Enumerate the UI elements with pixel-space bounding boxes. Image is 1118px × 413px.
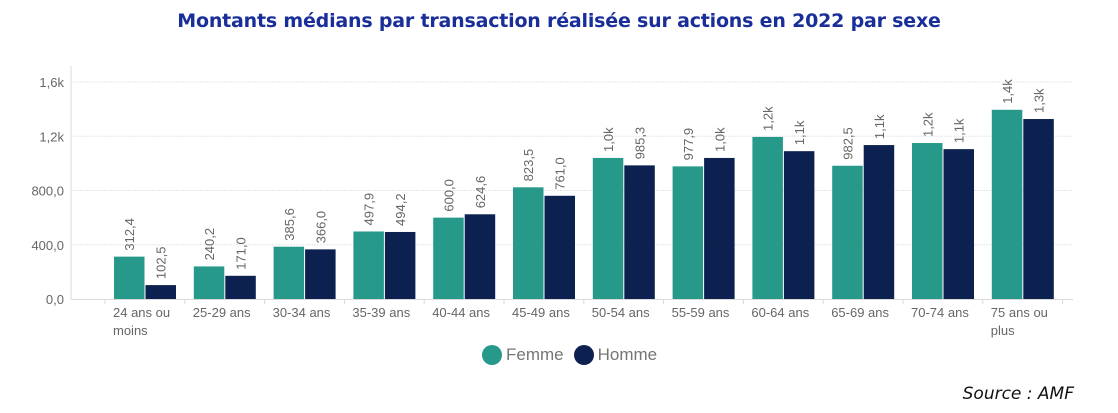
y-tick-label: 1,2k <box>39 129 64 144</box>
legend-swatch-homme <box>573 345 594 365</box>
bar-homme <box>145 285 176 299</box>
legend-item-homme[interactable]: Homme <box>573 345 658 365</box>
x-tick-label: 45-49 ans <box>512 305 570 320</box>
bar-femme <box>832 165 863 299</box>
data-label-femme: 1,4k <box>1000 79 1015 104</box>
bar-femme <box>114 256 145 299</box>
x-tick-label: 55-59 ans <box>672 305 730 320</box>
data-labels: 312,4 102,5 240,2 171,0 385,6 366,0 497,9 494,2… <box>122 79 1046 279</box>
data-label-homme: 761,0 <box>553 157 568 190</box>
source-note: Source : AMF <box>962 384 1074 404</box>
bar-homme <box>863 145 895 299</box>
x-axis: 24 ans ou moins 25-29 ans 30-34 ans 35-39 an… <box>71 299 1073 338</box>
data-label-femme: 1,2k <box>920 112 935 137</box>
y-tick-label: 1,6k <box>39 75 64 90</box>
y-tick-label: 800,0 <box>31 184 64 199</box>
data-label-homme: 1,1k <box>952 118 967 143</box>
data-label-homme: 624,6 <box>473 176 488 209</box>
bar-homme <box>704 157 735 299</box>
bar-femme <box>592 157 624 299</box>
x-tick-label: 30-34 ans <box>273 305 331 320</box>
x-tick-label: 60-64 ans <box>751 305 809 320</box>
x-tick-label: plus <box>991 323 1015 338</box>
legend-swatch-femme <box>482 345 502 365</box>
bar-femme <box>912 143 943 299</box>
x-tick-label: 65-69 ans <box>831 305 889 320</box>
legend: Femme Homme <box>482 345 657 365</box>
data-label-homme: 1,0k <box>712 127 727 152</box>
data-label-homme: 1,1k <box>872 114 887 139</box>
x-tick-label: 75 ans ou <box>991 305 1048 320</box>
x-tick-label: 70-74 ans <box>911 305 969 320</box>
data-label-femme: 1,0k <box>601 127 616 152</box>
x-tick-label: 40-44 ans <box>432 305 490 320</box>
bar-homme <box>464 214 496 299</box>
data-label-femme: 977,9 <box>681 128 696 161</box>
y-tick-label: 400,0 <box>31 238 64 253</box>
data-label-femme: 385,6 <box>282 208 297 241</box>
x-tick-label: moins <box>113 323 148 338</box>
data-label-femme: 982,5 <box>840 127 855 160</box>
data-label-homme: 366,0 <box>313 211 328 244</box>
x-tick-label: 50-54 ans <box>592 305 650 320</box>
data-label-homme: 1,1k <box>792 120 807 145</box>
data-label-femme: 823,5 <box>521 149 536 182</box>
bar-femme <box>433 217 464 299</box>
y-tick-label: 0,0 <box>46 292 64 307</box>
data-label-homme: 1,3k <box>1032 88 1047 113</box>
chart-title: Montants médians par transaction réalisé… <box>177 10 941 32</box>
data-label-homme: 494,2 <box>393 193 408 226</box>
data-label-femme: 1,2k <box>761 106 776 131</box>
bar-femme <box>273 246 305 299</box>
legend-label-homme: Homme <box>597 345 658 364</box>
bars <box>114 109 1054 299</box>
bar-femme <box>353 231 384 299</box>
bar-femme <box>193 266 225 299</box>
bar-homme <box>624 165 655 299</box>
bar-femme <box>991 109 1023 299</box>
data-label-homme: 171,0 <box>234 237 249 270</box>
bar-homme <box>225 275 256 299</box>
data-label-femme: 312,4 <box>122 218 137 251</box>
data-label-femme: 497,9 <box>362 193 377 226</box>
legend-label-femme: Femme <box>506 345 564 364</box>
data-label-homme: 985,3 <box>633 127 648 160</box>
y-axis: 0,0 400,0 800,0 1,2k 1,6k <box>31 66 72 307</box>
legend-item-femme[interactable]: Femme <box>482 345 564 365</box>
x-tick-label: 35-39 ans <box>352 305 410 320</box>
data-label-femme: 600,0 <box>441 179 456 212</box>
bar-homme <box>544 195 575 299</box>
bar-femme <box>513 187 544 299</box>
data-label-homme: 102,5 <box>154 247 169 280</box>
bar-homme <box>943 149 974 299</box>
bar-homme <box>305 249 336 299</box>
bar-homme <box>384 231 416 299</box>
bar-femme <box>672 166 704 299</box>
bar-femme <box>752 136 783 299</box>
bar-homme <box>783 151 815 299</box>
data-label-femme: 240,2 <box>202 228 217 261</box>
bar-homme <box>1023 119 1054 299</box>
x-tick-label: 24 ans ou <box>113 305 170 320</box>
x-tick-label: 25-29 ans <box>193 305 251 320</box>
